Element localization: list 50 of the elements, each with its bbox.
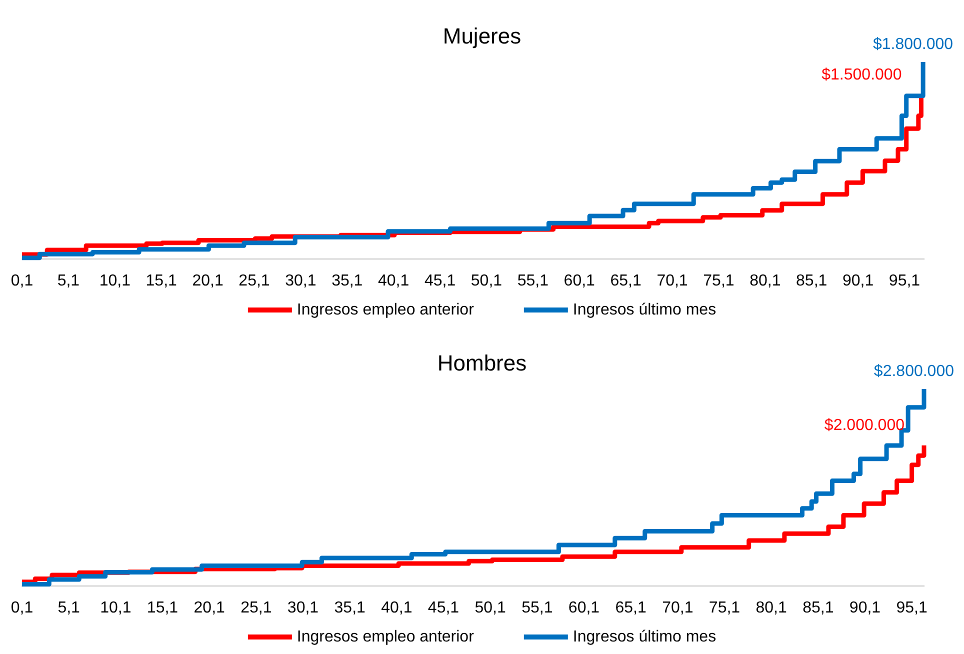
x-tick-label: 90,1: [842, 272, 874, 290]
annotation: $1.800.000: [872, 36, 954, 53]
x-tick-label: 40,1: [381, 600, 412, 616]
legend-label: Ingresos último mes: [572, 302, 716, 318]
x-tick-label: 60,1: [564, 272, 596, 290]
x-tick-label: 45,1: [424, 272, 456, 290]
annotation: $2.800.000: [874, 363, 954, 380]
x-tick-label: 20,1: [194, 600, 226, 616]
x-tick-label: 75,1: [708, 600, 740, 616]
x-tick-label: 0,1: [10, 600, 34, 616]
x-tick-label: 95,1: [896, 600, 928, 616]
annotation: $1.500.000: [822, 66, 902, 84]
x-tick-label: 10,1: [100, 600, 132, 616]
x-tick-label: 60,1: [568, 600, 600, 616]
x-tick-label: 55,1: [517, 272, 549, 290]
x-tick-label: 85,1: [796, 272, 828, 290]
chart-title: Mujeres: [442, 24, 522, 48]
x-tick-label: 95,1: [888, 272, 920, 290]
x-tick-label: 30,1: [285, 272, 316, 290]
annotation: $2.000.000: [824, 416, 905, 434]
x-tick-label: 20,1: [192, 272, 224, 290]
legend-label: Ingresos empleo anterior: [296, 302, 475, 318]
x-tick-label: 25,1: [240, 600, 272, 616]
legend-label: Ingresos último mes: [572, 628, 716, 646]
x-tick-label: 65,1: [615, 600, 646, 616]
x-tick-label: 65,1: [610, 272, 642, 290]
x-tick-label: 70,1: [662, 600, 694, 616]
x-tick-label: 50,1: [470, 272, 502, 290]
x-tick-label: 5,1: [57, 272, 80, 290]
x-tick-label: 15,1: [146, 272, 178, 290]
x-tick-label: 85,1: [802, 600, 834, 616]
x-tick-label: 55,1: [522, 600, 553, 616]
x-tick-label: 30,1: [287, 600, 319, 616]
x-tick-label: 5,1: [58, 600, 80, 616]
chart-title: Hombres: [437, 350, 527, 376]
x-tick-label: 15,1: [146, 600, 178, 616]
x-tick-label: 75,1: [703, 272, 734, 290]
x-tick-label: 50,1: [474, 600, 506, 616]
x-tick-label: 70,1: [656, 272, 688, 290]
x-tick-label: 90,1: [849, 600, 881, 616]
x-tick-label: 35,1: [332, 272, 363, 290]
x-tick-label: 45,1: [428, 600, 460, 616]
x-tick-label: 25,1: [238, 272, 270, 290]
x-tick-label: 35,1: [334, 600, 366, 616]
x-tick-label: 0,1: [10, 272, 34, 290]
x-tick-label: 80,1: [756, 600, 787, 616]
x-tick-label: 80,1: [750, 272, 781, 290]
legend-label: Ingresos empleo anterior: [296, 628, 475, 646]
x-tick-label: 10,1: [99, 272, 131, 290]
x-tick-label: 40,1: [378, 272, 410, 290]
